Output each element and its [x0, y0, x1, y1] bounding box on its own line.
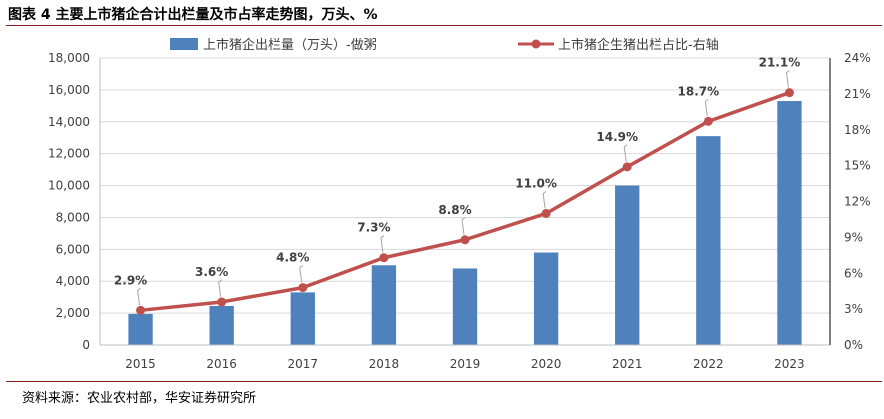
- bar: [615, 185, 640, 345]
- bar: [209, 305, 234, 345]
- right-axis-ticks: 0% 3% 6% 9% 12% 15% 18% 21% 24%: [844, 51, 871, 352]
- data-labels: 2.9% 3.6% 4.8% 7.3% 8.8% 11.0% 14.9% 18.7% 21.1%: [114, 56, 800, 288]
- x-axis-ticks: 2015 2016 2017 2018 2019 2020 2021 2022 2023: [125, 357, 804, 371]
- data-label-leader: [623, 144, 628, 162]
- data-label-leader: [704, 98, 709, 117]
- data-label: 11.0%: [515, 176, 557, 190]
- data-label-leader: [299, 265, 304, 283]
- y-tick-label: 12,000: [48, 147, 90, 161]
- data-label-leader: [137, 287, 141, 306]
- y2-tick-label: 18%: [844, 123, 871, 137]
- y2-tick-label: 12%: [844, 195, 871, 209]
- bar: [128, 313, 153, 345]
- legend-label-bar: 上市猪企出栏量（万头）-做粥: [203, 37, 377, 53]
- x-tick-label: 2019: [450, 357, 481, 371]
- line-point: [784, 88, 794, 98]
- title-divider: [6, 25, 882, 26]
- y-tick-label: 4,000: [56, 274, 90, 288]
- x-tick-label: 2015: [125, 357, 156, 371]
- y-tick-label: 14,000: [48, 115, 90, 129]
- line-point: [298, 283, 308, 293]
- y2-tick-label: 9%: [844, 230, 863, 244]
- bar: [533, 252, 559, 345]
- data-label: 3.6%: [195, 265, 228, 279]
- y-tick-label: 18,000: [48, 51, 90, 65]
- y-tick-label: 10,000: [48, 179, 90, 193]
- footer-divider: [6, 381, 882, 382]
- data-label: 2.9%: [114, 273, 147, 287]
- y-tick-label: 16,000: [48, 83, 90, 97]
- x-tick-label: 2021: [612, 357, 643, 371]
- left-axis-ticks: 0 2,000 4,000 6,000 8,000 10,000 12,000 14,000 1…: [48, 51, 90, 352]
- data-label: 8.8%: [438, 203, 471, 217]
- data-label-leaders: [137, 70, 790, 306]
- x-tick-label: 2023: [774, 357, 805, 371]
- bar: [371, 265, 397, 345]
- line-point: [622, 162, 632, 172]
- y2-tick-label: 0%: [844, 338, 863, 352]
- y2-tick-label: 21%: [844, 87, 871, 101]
- x-tick-label: 2018: [369, 357, 400, 371]
- line-point: [379, 253, 389, 263]
- y-tick-label: 8,000: [56, 210, 90, 224]
- axes: [99, 58, 831, 346]
- line-point: [460, 235, 470, 245]
- bar: [290, 292, 315, 345]
- data-label: 4.8%: [276, 251, 309, 265]
- line-series: [136, 88, 794, 315]
- bar: [777, 101, 802, 345]
- line-point: [217, 297, 227, 307]
- data-label-leader: [461, 217, 466, 235]
- x-tick-label: 2016: [206, 357, 237, 371]
- source-note: 资料来源：农业农村部，华安证券研究所: [22, 391, 257, 406]
- line-point: [541, 208, 551, 218]
- legend-label-line: 上市猪企生猪出栏占比-右轴: [558, 37, 719, 53]
- x-tick-label: 2020: [531, 357, 562, 371]
- data-label: 18.7%: [678, 84, 720, 98]
- line-point: [703, 116, 713, 126]
- data-label-leader: [218, 279, 222, 298]
- x-tick-label: 2017: [288, 357, 319, 371]
- figure-title: 图表 4 主要上市猪企合计出栏量及市占率走势图，万头、%: [8, 7, 378, 23]
- line-point: [136, 305, 146, 315]
- bar: [696, 136, 721, 345]
- y-tick-label: 2,000: [56, 306, 90, 320]
- legend: 上市猪企出栏量（万头）-做粥 上市猪企生猪出栏占比-右轴: [170, 37, 719, 53]
- x-tick-label: 2022: [693, 357, 724, 371]
- data-label: 7.3%: [357, 221, 390, 235]
- data-label: 21.1%: [759, 56, 801, 70]
- y-tick-label: 0: [82, 338, 90, 352]
- data-label-leader: [542, 191, 547, 209]
- data-label-leader: [380, 235, 385, 253]
- bar-series: [128, 101, 802, 345]
- legend-swatch-marker: [531, 39, 541, 49]
- bar: [452, 268, 478, 345]
- y-tick-label: 6,000: [56, 242, 90, 256]
- data-label: 14.9%: [596, 130, 638, 144]
- y2-tick-label: 24%: [844, 51, 871, 65]
- chart: 0 2,000 4,000 6,000 8,000 10,000 12,000 14,000 1…: [48, 37, 871, 371]
- legend-swatch-bar: [170, 38, 198, 50]
- y2-tick-label: 6%: [844, 266, 863, 280]
- data-label-leader: [785, 70, 790, 88]
- y2-tick-label: 3%: [844, 302, 863, 316]
- y2-tick-label: 15%: [844, 159, 871, 173]
